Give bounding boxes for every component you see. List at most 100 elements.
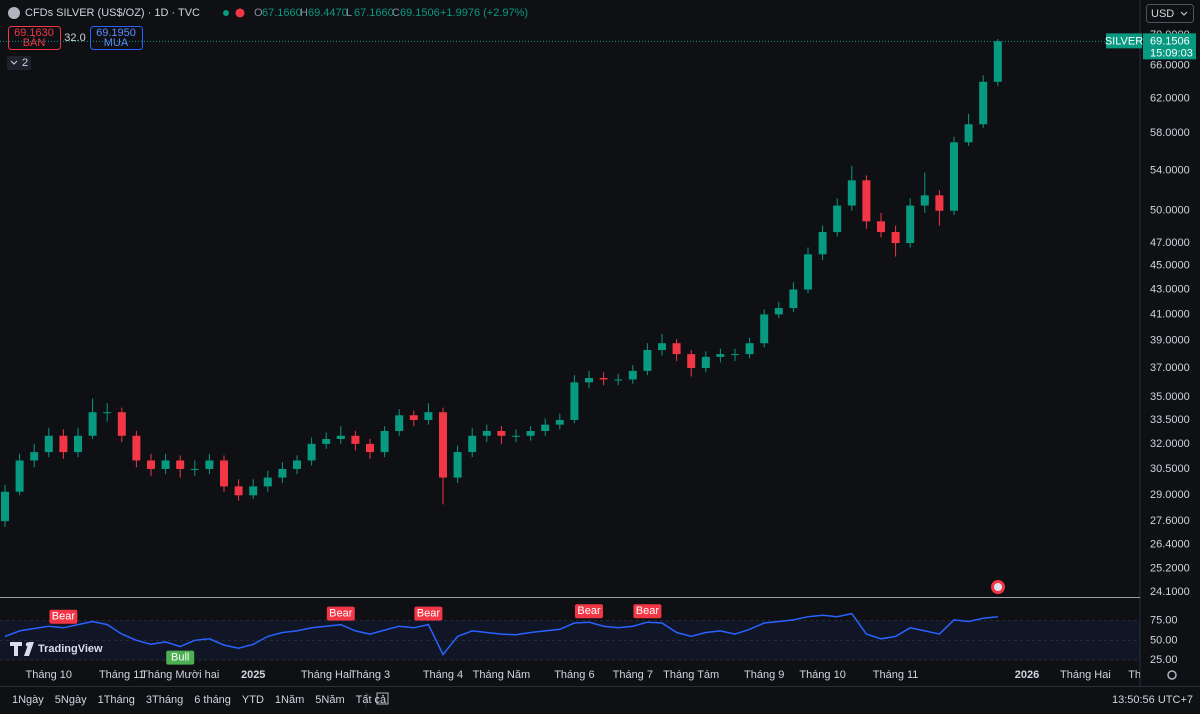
candle-body	[220, 460, 228, 487]
candle-body	[88, 412, 97, 436]
signal-label: Bear	[636, 605, 660, 617]
candle-body	[15, 460, 24, 492]
candle-body	[439, 412, 447, 478]
y-tick-label: 27.6000	[1150, 515, 1190, 527]
candle-body	[555, 419, 564, 425]
rsi-line	[4, 612, 998, 656]
sell-price[interactable]: 69.1630	[14, 27, 54, 39]
indicator-count[interactable]: 2	[22, 57, 28, 69]
symbol-title: CFDs SILVER (US$/OZ) · 1D · TVC	[25, 7, 200, 19]
candle-body	[964, 124, 973, 143]
candle-body	[351, 435, 360, 444]
candle-body	[716, 354, 725, 357]
status-dot	[235, 8, 245, 18]
x-tick-label: 2025	[241, 669, 265, 681]
currency[interactable]: USD	[1151, 8, 1174, 20]
y-tick-label: 37.0000	[1150, 362, 1190, 374]
y-tick-label: 75.00	[1150, 615, 1178, 627]
range-button[interactable]: YTD	[242, 694, 264, 706]
candle-body	[614, 379, 623, 381]
candle-body	[701, 356, 710, 369]
candle-body	[658, 343, 666, 351]
signal-box	[633, 604, 662, 619]
candle-body	[176, 460, 185, 469]
candle-body	[585, 378, 593, 383]
price-tag	[1143, 33, 1196, 60]
symbol-tag-text: SILVER	[1105, 35, 1143, 47]
x-tick-label: Tháng Hai	[301, 669, 352, 681]
symbol-tag	[1106, 33, 1142, 49]
change: +1.9976 (+2.97%)	[440, 7, 528, 19]
range-button[interactable]: 5Ngày	[55, 694, 87, 706]
range-button[interactable]: 3Tháng	[146, 694, 183, 706]
candle-body	[482, 430, 491, 436]
sell-label[interactable]: BÁN	[23, 36, 46, 49]
x-tick-label: 2026	[1015, 669, 1039, 681]
candle-body	[366, 443, 374, 453]
signal-box	[575, 604, 603, 619]
sell-button[interactable]	[8, 26, 61, 50]
range-button[interactable]: 5Năm	[315, 694, 344, 706]
settings-icon[interactable]	[1167, 670, 1177, 680]
candle-body	[731, 354, 739, 356]
x-tick-label: Tháng Hai	[1060, 669, 1111, 681]
signal-label: Bear	[577, 605, 601, 617]
buy-button[interactable]	[90, 26, 143, 50]
candle-body	[132, 435, 141, 461]
candle-body	[249, 486, 258, 496]
signal-box	[49, 609, 78, 624]
indicator-toggle[interactable]	[7, 56, 31, 70]
logo-dot	[25, 642, 31, 647]
buy-label[interactable]: MUA	[104, 37, 129, 49]
candle-body	[935, 195, 944, 211]
candle-body	[1, 491, 9, 522]
candle-body	[979, 81, 988, 125]
candle-body	[147, 460, 155, 469]
y-tick-label: 66.0000	[1150, 60, 1190, 72]
candle-body	[74, 435, 82, 453]
calendar-icon[interactable]	[376, 692, 389, 705]
candle-body	[804, 254, 812, 290]
price-tag-countdown: 15:09:03	[1150, 47, 1193, 59]
y-tick-label: 47.0000	[1150, 237, 1190, 249]
range-button[interactable]: 6 tháng	[194, 694, 231, 706]
currency-select[interactable]	[1146, 4, 1194, 23]
candle-body	[687, 354, 696, 369]
chevron	[10, 60, 18, 65]
spread: 32.0	[64, 32, 85, 44]
candle-body	[628, 370, 637, 380]
candle-body	[672, 343, 681, 355]
x-tick-label: Tháng 11	[99, 669, 145, 681]
candle-body	[205, 460, 214, 469]
candle-body	[818, 232, 827, 255]
range-button[interactable]: 1Năm	[275, 694, 304, 706]
candle-body	[293, 460, 301, 469]
x-tick-label: Tháng 7	[613, 669, 653, 681]
y-tick-label: 50.00	[1150, 634, 1178, 646]
candle-body	[847, 180, 856, 206]
y-tick-label: 33.5000	[1150, 414, 1190, 426]
candle-body	[380, 430, 389, 453]
candle-body	[307, 443, 316, 461]
x-tick-label: Tháng	[1128, 669, 1159, 681]
x-tick-label: Tháng 6	[554, 669, 594, 681]
ohlc-value: 67.1660	[354, 7, 394, 19]
candle-body	[862, 180, 871, 222]
range-button[interactable]: Tất cả	[356, 694, 387, 706]
x-tick-label: Tháng 4	[423, 669, 463, 681]
signal-label: Bear	[329, 608, 353, 620]
candle-body	[950, 142, 958, 211]
candle-body	[234, 486, 243, 496]
buy-price[interactable]: 69.1950	[96, 27, 136, 39]
range-button[interactable]: 1Ngày	[12, 694, 44, 706]
candle-body	[322, 439, 331, 444]
status-dot	[223, 10, 229, 16]
signal-box	[166, 650, 195, 665]
candle-body	[599, 378, 608, 380]
range-button[interactable]: 1Tháng	[98, 694, 135, 706]
event-icon-inner	[994, 583, 1002, 591]
x-tick-label: Tháng 11	[873, 669, 919, 681]
